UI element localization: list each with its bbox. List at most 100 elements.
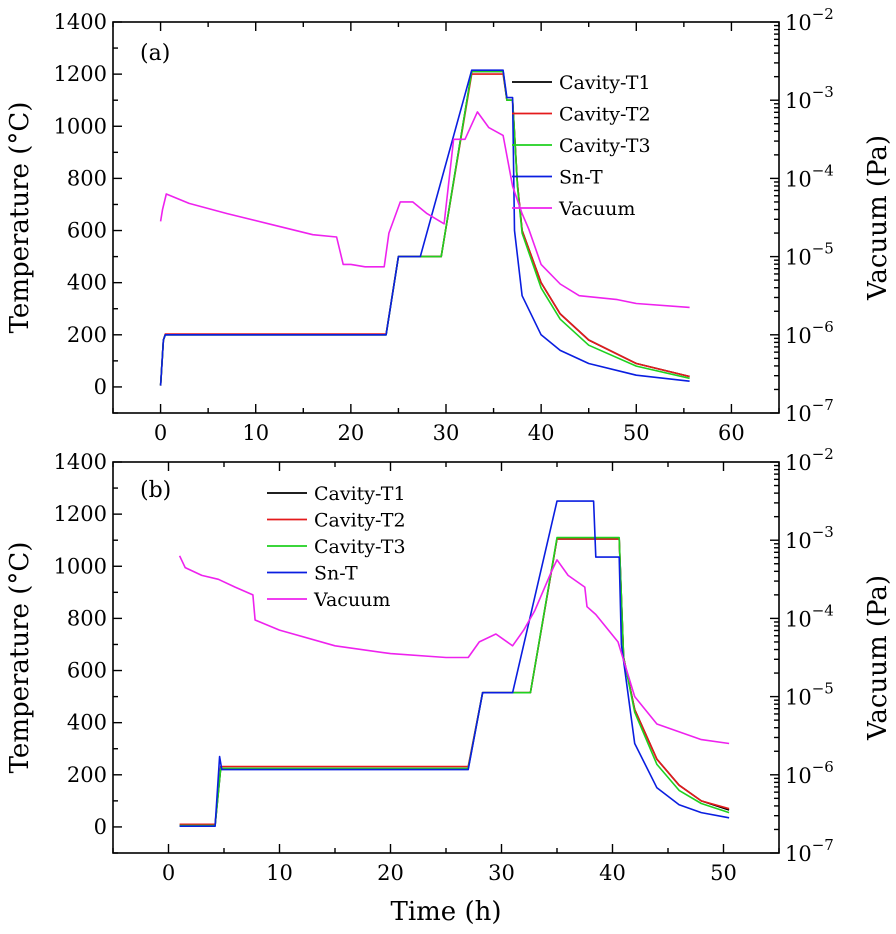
series-group xyxy=(159,69,690,386)
y2-tick-base: 10 xyxy=(785,246,812,270)
y2-tick-base: 10 xyxy=(785,11,812,35)
legend-entry: Cavity-T2 xyxy=(559,104,651,126)
y2-tick-base: 10 xyxy=(785,686,812,710)
y-tick-label: 200 xyxy=(67,323,107,347)
y2-tick-label: 10−5 xyxy=(785,680,834,710)
y-tick-label: 1200 xyxy=(54,502,107,526)
legend-entry: Vacuum xyxy=(558,198,635,220)
x-tick-label: 0 xyxy=(162,861,175,885)
y2-tick-label: 10−2 xyxy=(785,445,834,475)
x-tick-label: 40 xyxy=(528,421,555,445)
x-axis-label: Time (h) xyxy=(391,897,502,927)
y-tick-label: 0 xyxy=(94,375,107,399)
x-tick-label: 40 xyxy=(599,861,626,885)
series-vacuum xyxy=(178,555,730,745)
legend-entry: Cavity-T2 xyxy=(314,510,406,532)
x-tick-label: 20 xyxy=(337,421,364,445)
legend-entry: Cavity-T3 xyxy=(559,135,651,157)
legend-entry: Cavity-T1 xyxy=(314,483,406,505)
y2-tick-base: 10 xyxy=(785,607,812,631)
legend-entry: Vacuum xyxy=(313,589,390,611)
legend: Cavity-T1 Cavity-T2 Cavity-T3 Sn-T Vacuum xyxy=(512,72,651,220)
y-axis-right: 10−710−610−510−410−310−2 xyxy=(770,5,834,426)
y2-tick-label: 10−2 xyxy=(785,5,834,35)
y2-tick-exponent: −6 xyxy=(812,758,834,776)
panel-label: (a) xyxy=(140,41,170,66)
y-tick-label: 1000 xyxy=(54,554,107,578)
y-tick-label: 600 xyxy=(67,659,107,683)
series-cavity-t1 xyxy=(179,538,730,827)
y2-tick-exponent: −7 xyxy=(812,836,834,854)
y-tick-label: 200 xyxy=(67,763,107,787)
plot-frame xyxy=(112,21,780,414)
y-tick-label: 800 xyxy=(67,606,107,630)
y2-tick-base: 10 xyxy=(785,451,812,475)
y2-tick-base: 10 xyxy=(785,324,812,348)
y2-tick-exponent: −2 xyxy=(812,5,834,23)
y2-tick-exponent: −3 xyxy=(812,523,834,541)
y2-tick-label: 10−7 xyxy=(785,836,834,866)
x-tick-label: 30 xyxy=(488,861,515,885)
series-sn-t xyxy=(159,69,690,386)
legend-entry: Sn-T xyxy=(314,563,358,585)
y2-tick-base: 10 xyxy=(785,402,812,426)
y-tick-label: 0 xyxy=(94,815,107,839)
y-tick-label: 1400 xyxy=(54,450,107,474)
y-tick-label: 1200 xyxy=(54,62,107,86)
x-axis: 0 10 20 30 40 50 60 xyxy=(112,22,780,445)
panel-label: (b) xyxy=(140,478,171,503)
y2-tick-exponent: −2 xyxy=(812,445,834,463)
y2-tick-label: 10−3 xyxy=(785,523,834,553)
y-tick-label: 1000 xyxy=(54,114,107,138)
y2-tick-label: 10−3 xyxy=(785,83,834,113)
y2-tick-exponent: −6 xyxy=(812,318,834,336)
y-axis-label: Temperature (°C) xyxy=(5,102,35,334)
y-tick-label: 400 xyxy=(67,271,107,295)
y2-tick-base: 10 xyxy=(785,529,812,553)
legend-entry: Sn-T xyxy=(559,167,603,189)
y-axis-left: 0 200 400 600 800 1000 1200 1400 xyxy=(54,10,122,414)
x-tick-label: 10 xyxy=(242,421,269,445)
y2-tick-exponent: −5 xyxy=(812,240,834,258)
y2-tick-base: 10 xyxy=(785,764,812,788)
series-cavity-t3 xyxy=(179,536,730,827)
x-tick-label: 50 xyxy=(710,861,737,885)
legend: Cavity-T1 Cavity-T2 Cavity-T3 Sn-T Vacuum xyxy=(267,483,406,611)
x-tick-label: 10 xyxy=(266,861,293,885)
y-axis-left: 0 200 400 600 800 1000 1200 1400 xyxy=(54,450,122,854)
y2-tick-label: 10−4 xyxy=(785,601,834,631)
legend-entry: Cavity-T1 xyxy=(559,72,651,94)
y-tick-label: 800 xyxy=(67,166,107,190)
x-axis: 0 10 20 30 40 50 xyxy=(112,462,780,885)
y2-tick-exponent: −4 xyxy=(812,161,834,179)
y2-tick-exponent: −4 xyxy=(812,601,834,619)
y2-tick-label: 10−6 xyxy=(785,758,834,788)
y2-tick-exponent: −3 xyxy=(812,83,834,101)
y-axis-right: 10−710−610−510−410−310−2 xyxy=(770,445,834,866)
y2-tick-label: 10−4 xyxy=(785,161,834,191)
y2-tick-exponent: −7 xyxy=(812,396,834,414)
y-tick-label: 600 xyxy=(67,219,107,243)
y2-tick-label: 10−7 xyxy=(785,396,834,426)
y-axis-label: Temperature (°C) xyxy=(5,542,35,774)
y-tick-label: 400 xyxy=(67,711,107,735)
series-vacuum xyxy=(159,111,690,309)
panel-a: 0 10 20 30 40 50 60020040060080010001200140010… xyxy=(5,5,893,445)
y2-tick-label: 10−6 xyxy=(785,318,834,348)
x-tick-label: 30 xyxy=(433,421,460,445)
x-tick-label: 50 xyxy=(623,421,650,445)
y2-tick-exponent: −5 xyxy=(812,680,834,698)
x-tick-label: 20 xyxy=(377,861,404,885)
panel-b: 0 10 20 30 40 50020040060080010001200140010−7… xyxy=(5,445,893,885)
series-cavity-t2 xyxy=(179,538,730,826)
y2-axis-label: Vacuum (Pa) xyxy=(863,135,893,301)
y2-tick-label: 10−5 xyxy=(785,240,834,270)
y2-tick-base: 10 xyxy=(785,89,812,113)
y2-axis-label: Vacuum (Pa) xyxy=(863,575,893,741)
x-tick-label: 60 xyxy=(718,421,745,445)
x-tick-label: 0 xyxy=(154,421,167,445)
series-group xyxy=(178,500,730,828)
y-tick-label: 1400 xyxy=(54,10,107,34)
y2-tick-base: 10 xyxy=(785,842,812,866)
